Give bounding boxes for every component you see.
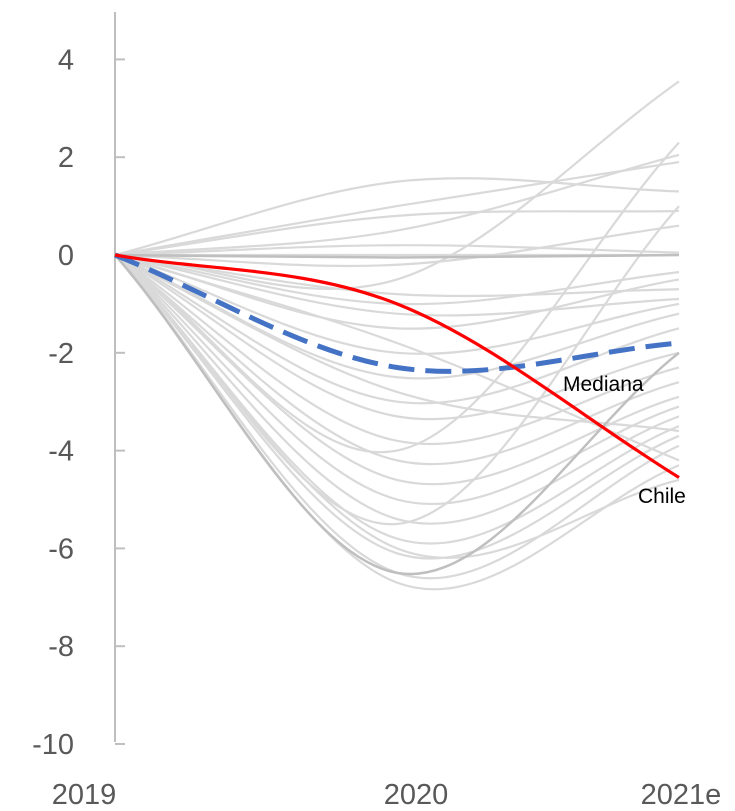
background-line-4	[114, 209, 680, 257]
background-line-12	[114, 253, 680, 317]
chile-series-label: Chile	[638, 485, 686, 508]
axes	[114, 12, 125, 745]
background-line-18	[114, 254, 680, 466]
y-tick-label: -6	[48, 533, 74, 565]
background-line-28	[114, 141, 680, 454]
background-line-26	[114, 254, 680, 560]
y-tick-label: 4	[58, 44, 74, 76]
median-line	[114, 252, 680, 374]
y-tick-label: -8	[48, 631, 74, 663]
median-series-label: Mediana	[563, 373, 644, 396]
background-series-lines	[114, 80, 680, 591]
background-line-30	[114, 253, 680, 462]
background-line-16	[114, 254, 680, 421]
x-tick-label: 2021e	[641, 779, 722, 811]
y-tick-label: -2	[48, 338, 74, 370]
y-tick-label: -4	[48, 436, 74, 468]
background-line-5	[114, 244, 680, 257]
y-tick-label: -10	[32, 729, 74, 761]
chile-line	[114, 253, 680, 479]
background-line-dark-1	[114, 254, 680, 576]
background-line-8	[114, 80, 680, 291]
x-tick-label: 2020	[384, 779, 449, 811]
background-line-1	[114, 153, 680, 257]
background-line-14	[114, 253, 680, 380]
background-line-10	[114, 253, 680, 298]
highlighted-series-lines	[114, 252, 680, 479]
labels: 4 2 0 -2 -4 -6 -8 -10 2019 2020 2021e Mediana Chile	[32, 44, 721, 811]
background-line-2	[114, 161, 680, 257]
background-line-dark-2	[114, 253, 680, 259]
background-line-21	[114, 254, 680, 525]
background-line-27	[114, 205, 680, 526]
background-line-17	[114, 254, 680, 446]
background-line-20	[114, 254, 680, 506]
x-tick-label: 2019	[52, 779, 117, 811]
background-line-3	[114, 177, 680, 257]
background-line-23	[114, 254, 680, 560]
y-tick-label: 0	[58, 240, 74, 272]
background-line-15	[114, 254, 680, 405]
background-line-7	[114, 224, 680, 268]
background-line-19	[114, 254, 680, 486]
y-tick-label: 2	[58, 142, 74, 174]
